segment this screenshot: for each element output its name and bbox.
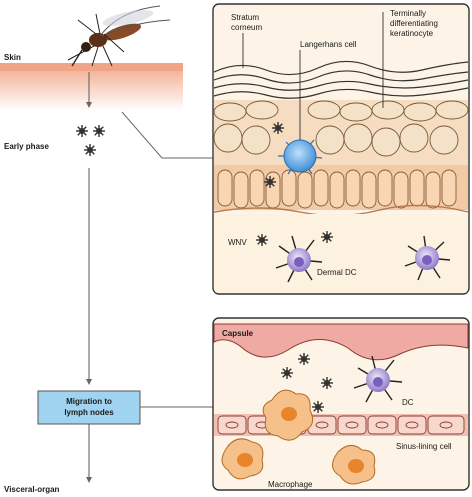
terminal-label-line3: keratinocyte	[390, 29, 434, 38]
langerhans-cell	[278, 139, 323, 175]
migration-label-line1: Migration to	[66, 397, 112, 406]
skin-label: Skin	[4, 53, 21, 62]
macrophage-label: Macrophage	[268, 480, 313, 489]
flow-arrow	[86, 72, 92, 483]
terminal-label-line2: differentiating	[390, 19, 438, 28]
dermal-dc-cell-2	[404, 235, 451, 281]
mosquito-icon	[67, 5, 171, 67]
terminal-label-line1: Terminally	[390, 9, 426, 18]
dc-label: DC	[402, 398, 414, 407]
capsule-label: Capsule	[222, 329, 254, 338]
skin-panel	[212, 3, 470, 295]
wnv-label: WNV	[228, 238, 247, 247]
skin-surface	[0, 63, 183, 111]
stratum-label-line2: corneum	[231, 23, 262, 32]
macrophage-cell-3	[332, 445, 376, 485]
stratum-label-line1: Stratum	[231, 13, 259, 22]
early-phase-viruses	[75, 124, 106, 157]
migration-label-line2: lymph nodes	[64, 408, 114, 417]
dermal-dc-label: Dermal DC	[317, 268, 357, 277]
skin-panel-connector	[121, 111, 213, 159]
macrophage-cell-2	[221, 438, 264, 480]
langerhans-label: Langerhans cell	[300, 40, 357, 49]
migration-box: Migration to lymph nodes	[37, 390, 141, 425]
sinus-label: Sinus-lining cell	[396, 442, 452, 451]
lymph-dc-cell	[353, 355, 403, 403]
early-phase-label: Early phase	[4, 142, 49, 151]
macrophage-cell	[262, 389, 314, 441]
visceral-label: Visceral-organ	[4, 485, 60, 494]
dermal-dc-cell	[275, 235, 323, 283]
